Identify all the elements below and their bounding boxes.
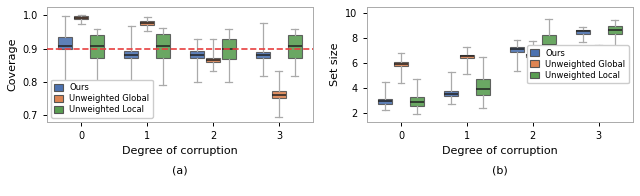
PathPatch shape <box>526 54 540 57</box>
Legend: Ours, Unweighted Global, Unweighted Local: Ours, Unweighted Global, Unweighted Loca… <box>527 45 629 83</box>
PathPatch shape <box>592 53 605 56</box>
PathPatch shape <box>156 34 170 58</box>
PathPatch shape <box>74 16 88 19</box>
PathPatch shape <box>256 52 270 58</box>
Y-axis label: Coverage: Coverage <box>7 38 17 91</box>
PathPatch shape <box>576 30 590 34</box>
PathPatch shape <box>288 34 301 58</box>
PathPatch shape <box>124 51 138 58</box>
PathPatch shape <box>460 55 474 58</box>
Text: (a): (a) <box>172 165 188 175</box>
Text: (b): (b) <box>492 165 508 175</box>
PathPatch shape <box>190 51 204 58</box>
PathPatch shape <box>607 26 621 34</box>
X-axis label: Degree of corruption: Degree of corruption <box>122 146 238 156</box>
PathPatch shape <box>272 91 286 98</box>
PathPatch shape <box>541 35 556 50</box>
PathPatch shape <box>444 91 458 96</box>
PathPatch shape <box>140 21 154 25</box>
PathPatch shape <box>476 79 490 95</box>
Y-axis label: Set size: Set size <box>330 43 340 86</box>
PathPatch shape <box>378 99 392 104</box>
PathPatch shape <box>410 97 424 106</box>
PathPatch shape <box>222 39 236 59</box>
PathPatch shape <box>90 34 104 58</box>
PathPatch shape <box>58 37 72 49</box>
PathPatch shape <box>394 63 408 66</box>
PathPatch shape <box>206 58 220 62</box>
X-axis label: Degree of corruption: Degree of corruption <box>442 146 558 156</box>
PathPatch shape <box>510 47 524 53</box>
Legend: Ours, Unweighted Global, Unweighted Local: Ours, Unweighted Global, Unweighted Loca… <box>51 80 153 118</box>
